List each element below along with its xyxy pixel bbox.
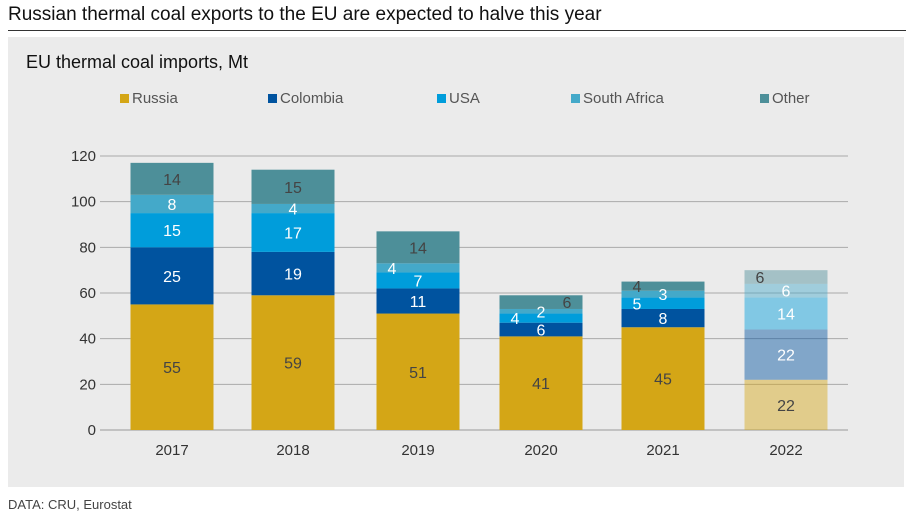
- data-label: 6: [782, 284, 791, 301]
- legend-item: USA: [437, 90, 480, 107]
- data-label: 45: [654, 372, 672, 389]
- data-label: 4: [289, 202, 298, 219]
- bar-segment: [251, 295, 335, 430]
- bar-segment: [499, 336, 583, 430]
- data-label: 6: [537, 323, 546, 340]
- y-tick-label: 80: [79, 239, 96, 256]
- data-label: 4: [633, 279, 642, 296]
- data-label: 59: [284, 356, 302, 373]
- bar-segment: [130, 213, 214, 248]
- legend-swatch: [120, 94, 129, 103]
- y-tick-label: 0: [88, 422, 96, 439]
- legend-swatch: [437, 94, 446, 103]
- data-label: 6: [756, 270, 765, 287]
- legend: Russia Colombia USA South Africa Other: [0, 90, 912, 110]
- data-label: 41: [532, 376, 550, 393]
- bar-segment: [251, 213, 335, 252]
- bar-segment: [376, 231, 460, 264]
- bar-segment: [251, 169, 335, 204]
- bar-segment: [499, 322, 583, 337]
- bar-segment: [621, 281, 705, 291]
- chart-title: EU thermal coal imports, Mt: [26, 52, 249, 72]
- bar-segment: [499, 308, 583, 314]
- y-tick-label: 60: [79, 285, 96, 302]
- legend-item: Russia: [120, 90, 178, 107]
- bar-segment: [621, 297, 705, 309]
- legend-label: USA: [449, 90, 480, 107]
- x-tick-label: 2020: [524, 442, 557, 459]
- bar-segment: [621, 327, 705, 430]
- bar-segment: [130, 194, 214, 214]
- bar-segment: [621, 308, 705, 328]
- bar-segment: [744, 329, 828, 380]
- legend-swatch: [268, 94, 277, 103]
- data-label: 25: [163, 269, 181, 286]
- bar-segment: [744, 297, 828, 330]
- data-label: 8: [659, 311, 668, 328]
- data-label: 5: [633, 296, 642, 313]
- bar-segment: [130, 247, 214, 305]
- headline-rule: [8, 30, 906, 31]
- data-label: 51: [409, 365, 427, 382]
- data-label: 55: [163, 360, 181, 377]
- bar-segment: [744, 283, 828, 298]
- bar-segment: [744, 379, 828, 430]
- bar-segment: [376, 288, 460, 314]
- legend-item: Other: [760, 90, 810, 107]
- legend-swatch: [760, 94, 769, 103]
- data-label: 6: [563, 295, 572, 312]
- legend-label: South Africa: [583, 90, 664, 107]
- legend-label: Other: [772, 90, 810, 107]
- y-tick-label: 40: [79, 331, 96, 348]
- data-label: 19: [284, 267, 302, 284]
- x-tick-label: 2021: [646, 442, 679, 459]
- data-label: 15: [163, 223, 181, 240]
- bar-segment: [376, 272, 460, 289]
- data-label: 15: [284, 180, 302, 197]
- data-label: 14: [163, 172, 181, 189]
- bar-segment: [251, 203, 335, 214]
- legend-swatch: [571, 94, 580, 103]
- data-label: 11: [410, 294, 427, 311]
- x-tick-label: 2018: [276, 442, 309, 459]
- y-tick-label: 120: [71, 148, 96, 165]
- data-label: 3: [659, 287, 668, 304]
- data-label: 22: [777, 398, 795, 415]
- legend-label: Russia: [132, 90, 178, 107]
- x-tick-label: 2022: [769, 442, 802, 459]
- bar-segment: [130, 304, 214, 430]
- bar-segment: [251, 251, 335, 296]
- data-label: 4: [511, 311, 520, 328]
- legend-item: Colombia: [268, 90, 343, 107]
- data-label: 14: [777, 307, 795, 324]
- data-label: 2: [537, 304, 546, 321]
- data-label: 17: [284, 225, 302, 242]
- y-tick-label: 100: [71, 194, 96, 211]
- data-label: 4: [388, 261, 397, 278]
- bar-segment: [621, 290, 705, 298]
- legend-label: Colombia: [280, 90, 344, 107]
- x-tick-label: 2019: [401, 442, 434, 459]
- headline: Russian thermal coal exports to the EU a…: [8, 4, 602, 25]
- bar-segment: [376, 263, 460, 273]
- y-tick-label: 20: [79, 376, 96, 393]
- legend-item: South Africa: [571, 90, 664, 107]
- data-label: 8: [168, 197, 177, 214]
- x-tick-label: 2017: [155, 442, 188, 459]
- data-label: 14: [409, 240, 427, 257]
- bar-segment: [130, 162, 214, 195]
- data-label: 7: [414, 273, 423, 290]
- source-note: DATA: CRU, Eurostat: [8, 497, 132, 512]
- bar-segment: [499, 295, 583, 309]
- data-label: 22: [777, 348, 795, 365]
- bar-segment: [744, 270, 828, 284]
- bar-segment: [376, 313, 460, 430]
- bar-segment: [499, 313, 583, 323]
